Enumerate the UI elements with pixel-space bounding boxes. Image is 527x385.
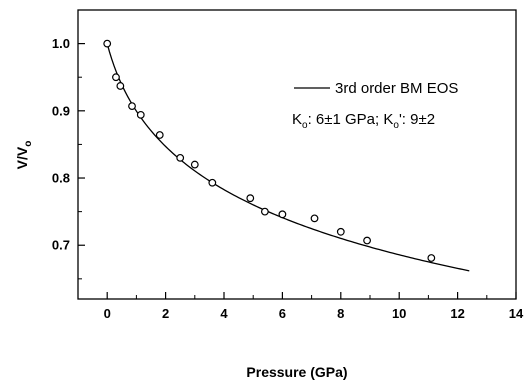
data-point bbox=[336, 227, 345, 236]
y-tick-label: 0.7 bbox=[52, 238, 70, 253]
x-tick-label: 4 bbox=[220, 306, 228, 321]
data-points bbox=[103, 39, 436, 262]
x-axis-ticks: 0 2 4 6 8 10 12 14 bbox=[77, 292, 524, 321]
data-point bbox=[128, 102, 136, 111]
data-point bbox=[427, 254, 436, 262]
data-point bbox=[310, 214, 319, 223]
legend: 3rd order BM EOS Ko: 6±1 GPa; Ko': 9±2 bbox=[292, 80, 458, 131]
data-point bbox=[246, 194, 255, 203]
data-point bbox=[363, 236, 371, 245]
x-tick-label: 14 bbox=[509, 306, 524, 321]
fit-curve bbox=[106, 43, 470, 272]
data-point bbox=[190, 160, 199, 169]
x-tick-label: 2 bbox=[162, 306, 169, 321]
data-point bbox=[103, 39, 112, 48]
x-tick-label: 10 bbox=[392, 306, 406, 321]
x-tick-label: 6 bbox=[279, 306, 286, 321]
y-axis-title: V/Vo bbox=[14, 141, 34, 170]
y-tick-label: 0.8 bbox=[52, 171, 70, 186]
data-point bbox=[116, 82, 125, 90]
x-tick-label: 8 bbox=[337, 306, 344, 321]
x-axis-title: Pressure (GPa) bbox=[246, 364, 347, 380]
data-point bbox=[260, 207, 269, 216]
data-point bbox=[155, 131, 164, 139]
legend-label: 3rd order BM EOS bbox=[335, 80, 458, 97]
data-point bbox=[278, 210, 287, 219]
data-point bbox=[208, 178, 217, 187]
x-tick-label: 12 bbox=[450, 306, 464, 321]
k-parameters-annotation: Ko: 6±1 GPa; Ko': 9±2 bbox=[292, 111, 435, 131]
y-tick-label: 1.0 bbox=[52, 36, 70, 51]
x-tick-label: 0 bbox=[104, 306, 111, 321]
y-axis-ticks: 0.7 0.8 0.9 1.0 bbox=[52, 9, 85, 280]
plot-frame bbox=[77, 9, 517, 300]
data-point bbox=[136, 110, 145, 119]
data-point bbox=[176, 153, 185, 162]
data-point bbox=[112, 73, 120, 82]
y-tick-label: 0.9 bbox=[52, 103, 70, 118]
